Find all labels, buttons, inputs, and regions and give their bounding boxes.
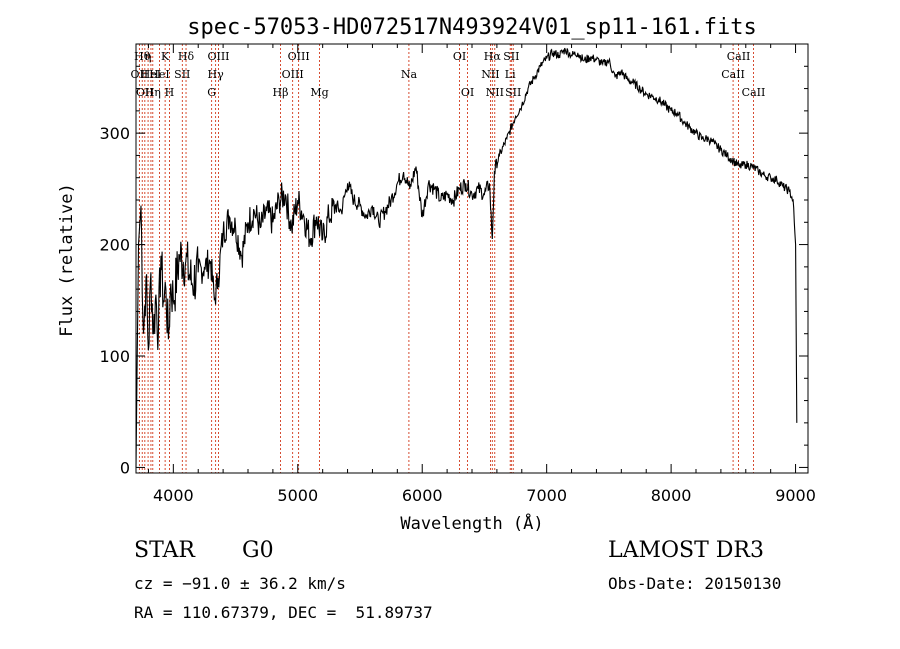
x-tick-label: 6000: [402, 486, 443, 505]
chart-title: spec-57053-HD072517N493924V01_sp11-161.f…: [187, 15, 757, 40]
line-label: Hβ: [273, 86, 289, 99]
line-label: CaII: [721, 68, 745, 81]
object-subclass: G0: [242, 538, 274, 563]
x-axis-label: Wavelength (Å): [400, 512, 543, 534]
line-label: CaII: [727, 50, 751, 63]
line-label: SII: [174, 68, 190, 81]
emission-line-labels: OIIHθOIIηHeIHηHeIKHSIIHδGHγOIIIHβOIIIOII…: [131, 50, 766, 99]
line-label: CaII: [742, 86, 766, 99]
y-axis: 0 100 200 300: [99, 65, 808, 477]
plot-frame: [135, 43, 809, 474]
y-tick-label: 0: [120, 458, 130, 477]
line-label: η: [145, 50, 152, 63]
survey-name: LAMOST DR3: [608, 538, 764, 563]
redshift-cz: cz = −91.0 ± 36.2 km/s: [134, 574, 346, 593]
line-label: Hγ: [208, 68, 225, 81]
x-tick-label: 7000: [526, 486, 567, 505]
line-label: OI: [461, 86, 474, 99]
line-label: Mg: [310, 86, 328, 99]
line-label: OII: [136, 86, 154, 99]
observation-date: Obs-Date: 20150130: [608, 574, 782, 593]
line-label: Hθ: [134, 50, 151, 63]
line-label: OIII: [288, 50, 310, 63]
line-label: HeI: [149, 68, 169, 81]
line-label: Hη: [145, 86, 161, 99]
line-label: HeI: [141, 68, 161, 81]
line-label: OIII: [207, 50, 229, 63]
line-label: Na: [401, 68, 418, 81]
coordinates: RA = 110.67379, DEC = 51.89737: [134, 603, 433, 622]
emission-line-markers: [138, 44, 754, 473]
line-label: NII: [481, 68, 499, 81]
line-label: SII: [505, 86, 521, 99]
spectrum-curve: [135, 47, 798, 468]
line-label: SII: [503, 50, 519, 63]
object-class: STAR: [134, 538, 195, 563]
line-label: Hα: [484, 50, 502, 63]
y-tick-label: 200: [99, 236, 130, 255]
y-tick-label: 100: [99, 347, 130, 366]
x-axis: 4000 5000 6000 7000 8000 9000: [147, 44, 816, 505]
y-tick-label: 300: [99, 124, 130, 143]
line-label: OIII: [282, 68, 304, 81]
line-label: K: [161, 50, 170, 63]
line-label: Li: [505, 68, 516, 81]
y-axis-label: Flux (relative): [57, 183, 77, 337]
x-tick-label: 5000: [277, 486, 318, 505]
x-tick-label: 8000: [651, 486, 692, 505]
line-label: NII: [486, 86, 504, 99]
line-label: G: [207, 86, 216, 99]
x-tick-label: 4000: [153, 486, 194, 505]
x-tick-label: 9000: [775, 486, 816, 505]
line-label: OI: [453, 50, 466, 63]
line-label: Hδ: [178, 50, 195, 63]
line-label: H: [165, 86, 175, 99]
line-label: OII: [131, 68, 149, 81]
